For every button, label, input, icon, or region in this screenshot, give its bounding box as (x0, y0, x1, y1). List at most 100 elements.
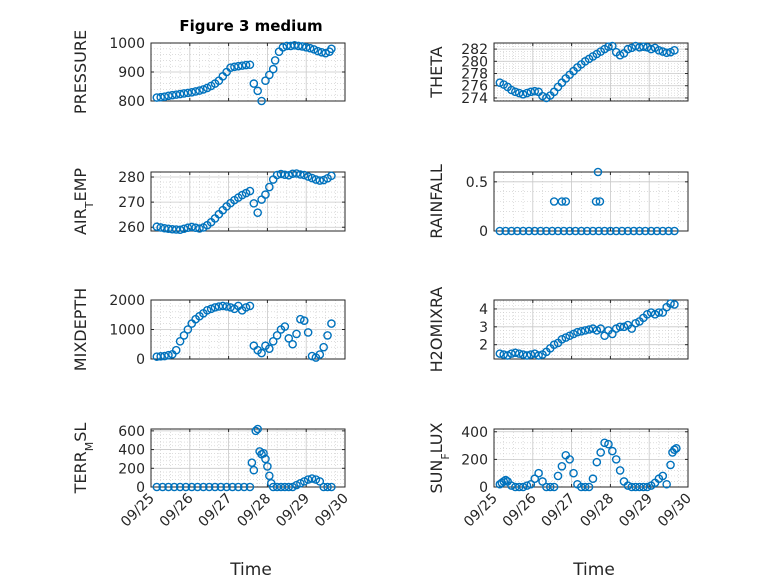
data-point (639, 482, 648, 492)
y-tick-label: 270 (118, 195, 145, 211)
y-tick-label: 800 (118, 94, 145, 110)
data-point (152, 482, 162, 492)
data-point (210, 303, 220, 312)
data-point (187, 88, 197, 97)
y-tick-label: 900 (118, 65, 145, 81)
data-point (288, 339, 297, 349)
data-point (530, 474, 540, 484)
data-point (565, 455, 574, 464)
y-tick-label: 280 (461, 54, 488, 70)
data-point (179, 89, 189, 98)
data-point (664, 226, 673, 236)
y-tick-label: 276 (461, 79, 488, 95)
data-point (261, 76, 270, 85)
data-point (245, 482, 255, 492)
data-point (216, 482, 226, 492)
data-point (611, 226, 621, 236)
data-point (542, 226, 551, 236)
data-point (164, 91, 173, 101)
data-point (193, 482, 202, 492)
data-point (270, 56, 280, 65)
data-point (187, 222, 197, 232)
data-point (245, 186, 255, 196)
data-point (561, 197, 571, 206)
data-point (299, 170, 309, 180)
data-point (591, 197, 601, 206)
axis-box (150, 171, 346, 232)
data-point (294, 41, 303, 51)
data-point (195, 224, 204, 233)
data-point (265, 344, 274, 353)
figure-title: Figure 3 medium (179, 17, 322, 35)
data-series (152, 301, 336, 362)
data-point (307, 351, 317, 361)
data-point (276, 169, 286, 179)
data-series (152, 41, 336, 106)
data-point (183, 325, 193, 334)
plot-area (493, 428, 689, 488)
data-point (507, 226, 516, 236)
data-point (646, 226, 656, 236)
data-point (617, 226, 627, 236)
data-point (608, 446, 617, 456)
data-point (152, 222, 162, 232)
y-tick-label: 0 (136, 352, 145, 368)
data-point (265, 182, 274, 192)
y-axis-label: PRESSURE (71, 30, 90, 114)
subplot-pressure: 800 900 1000 PRESSURE (71, 30, 346, 114)
y-tick-label: 274 (461, 91, 488, 107)
data-point (268, 336, 278, 346)
data-point (573, 327, 582, 337)
data-series (495, 299, 679, 360)
data-point (652, 226, 662, 236)
data-point (187, 482, 197, 492)
data-point (290, 41, 299, 50)
data-point (164, 482, 173, 492)
data-point (307, 474, 317, 483)
data-point (522, 88, 532, 98)
data-point (301, 43, 311, 52)
y-tick-label: 400 (461, 425, 488, 441)
data-point (249, 465, 259, 475)
data-point (495, 349, 505, 358)
y-axis-label: H2OMIXRA (427, 287, 446, 373)
data-point (284, 170, 294, 180)
data-point (670, 300, 679, 309)
data-point (654, 308, 664, 317)
data-point (596, 448, 606, 457)
data-point (569, 468, 578, 478)
data-point (261, 454, 270, 464)
data-point (315, 350, 325, 359)
data-point (606, 226, 615, 236)
y-tick-label: 0 (136, 480, 145, 496)
data-point (292, 329, 301, 339)
data-point (257, 96, 266, 106)
y-tick-label: 200 (118, 461, 145, 477)
subplot-terr-msl: 0 200 400 600 09/2509/2609/2709/2809/2909/30… (71, 423, 352, 531)
data-point (321, 48, 330, 58)
data-point (191, 87, 200, 96)
data-point (156, 92, 165, 102)
data-point (169, 482, 179, 492)
data-point (577, 326, 586, 336)
data-series (152, 424, 336, 492)
data-point (623, 44, 633, 54)
y-tick-label: 278 (461, 67, 488, 83)
data-point (623, 226, 633, 236)
data-point (639, 42, 648, 51)
data-point (534, 468, 543, 478)
data-point (596, 324, 606, 333)
x-tick-label: 09/30 (312, 491, 352, 531)
data-point (522, 351, 532, 360)
data-point (545, 482, 555, 492)
data-point (206, 304, 216, 314)
data-series (495, 41, 679, 103)
data-point (530, 86, 540, 96)
data-point (230, 62, 239, 72)
data-point (315, 176, 325, 185)
data-point (565, 226, 574, 236)
y-tick-label: 3 (479, 320, 488, 336)
data-point (278, 43, 288, 52)
